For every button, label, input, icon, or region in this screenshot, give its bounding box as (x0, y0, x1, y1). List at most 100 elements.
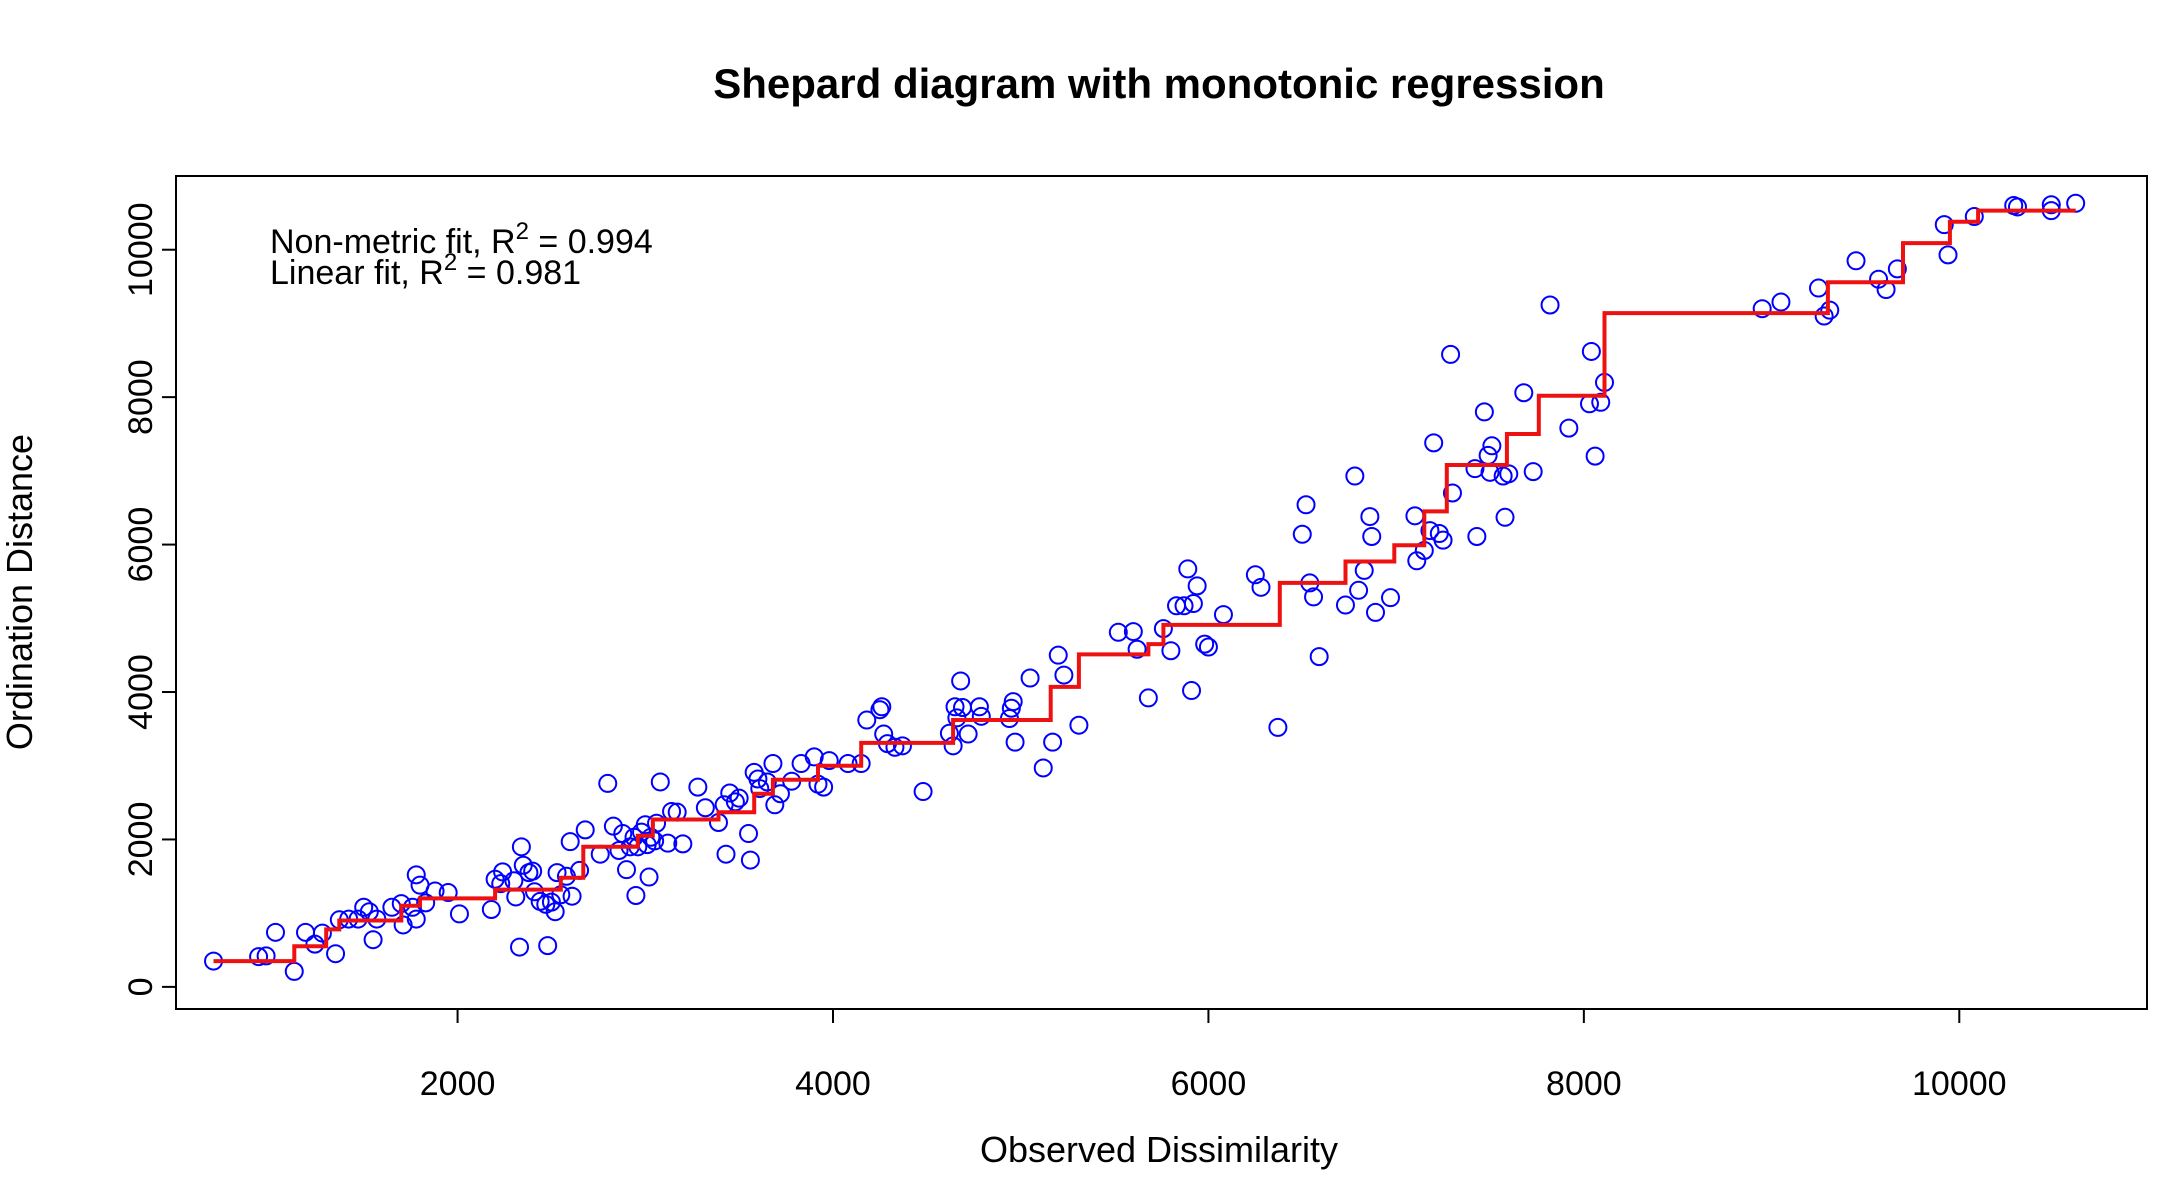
data-point (870, 700, 890, 720)
data-point (947, 708, 967, 728)
data-point (838, 754, 858, 774)
data-point (1268, 717, 1288, 737)
data-point (382, 897, 402, 917)
data-point (958, 724, 978, 744)
data-point (1362, 526, 1382, 546)
data-point (1108, 622, 1128, 642)
data-point (1349, 580, 1369, 600)
data-point (609, 841, 629, 861)
data-point (449, 904, 469, 924)
y-tick-label: 6000 (122, 507, 160, 583)
data-point (765, 795, 785, 815)
data-point (1187, 576, 1207, 596)
data-point (1499, 464, 1519, 484)
data-point (1003, 692, 1023, 712)
plot-frame (175, 175, 2148, 1010)
data-point (1251, 577, 1271, 597)
data-point (739, 824, 759, 844)
data-point (650, 772, 670, 792)
x-tick-label: 8000 (1546, 1065, 1622, 1103)
data-point (639, 867, 659, 887)
data-point (1405, 506, 1425, 526)
y-axis-label: Ordination Distance (0, 434, 40, 750)
data-point (885, 737, 905, 757)
y-tick-label: 4000 (122, 654, 160, 730)
data-point (872, 697, 892, 717)
data-point (757, 772, 777, 792)
data-point (2007, 197, 2027, 217)
data-point (1365, 602, 1385, 622)
data-point (945, 697, 965, 717)
data-point (1846, 251, 1866, 271)
data-point (1442, 483, 1462, 503)
data-point (256, 946, 276, 966)
data-point (1335, 595, 1355, 615)
x-tick-label: 2000 (420, 1065, 496, 1103)
data-point (547, 863, 567, 883)
data-point (1161, 641, 1181, 661)
data-point (971, 706, 991, 726)
chart-title: Shepard diagram with monotonic regressio… (713, 60, 1604, 107)
data-point (406, 865, 426, 885)
data-point (511, 837, 531, 857)
data-point (1752, 299, 1772, 319)
data-point (1467, 526, 1487, 546)
data-point (695, 798, 715, 818)
data-point (1005, 732, 1025, 752)
data-point (1360, 507, 1380, 527)
data-point (1304, 587, 1324, 607)
data-point (296, 922, 316, 942)
data-point (1771, 292, 1791, 312)
data-point (1809, 278, 1828, 298)
annotation-nonmetric-prefix: Non-metric fit, R (270, 223, 516, 261)
data-point (1523, 462, 1543, 482)
data-point (491, 874, 511, 894)
y-tick-label: 0 (122, 977, 160, 996)
data-point (1559, 418, 1579, 438)
y-tick-label: 10000 (122, 202, 160, 297)
data-point (791, 754, 811, 774)
data-point (438, 883, 458, 903)
data-point (1474, 402, 1494, 422)
data-point (673, 834, 693, 854)
data-point (523, 861, 543, 881)
data-point (1020, 668, 1040, 688)
data-point (729, 788, 749, 808)
data-point (575, 820, 595, 840)
x-tick-label: 4000 (795, 1065, 871, 1103)
data-point (1043, 732, 1063, 752)
data-point (1514, 383, 1534, 403)
data-point (688, 777, 708, 797)
data-point (1054, 665, 1074, 685)
data-point (538, 936, 558, 956)
data-point (598, 773, 618, 793)
data-point (284, 961, 304, 981)
annotation-linear-prefix: Linear fit, R (270, 254, 444, 292)
data-point (1292, 524, 1312, 544)
data-point (626, 885, 646, 905)
data-point (1354, 560, 1374, 580)
data-point (1887, 259, 1907, 279)
annotation-nonmetric-suffix: = 0.994 (529, 223, 653, 261)
data-point (763, 754, 783, 774)
data-point (1069, 715, 1089, 735)
data-point (658, 833, 678, 853)
data-point (562, 886, 582, 906)
data-point (1198, 637, 1218, 657)
data-point (326, 944, 346, 964)
data-point (814, 777, 834, 797)
annotation-nonmetric: Non-metric fit, R2 = 0.994 (270, 218, 653, 261)
fit-annotations: Non-metric fit, R2 = 0.994 Linear fit, R… (270, 218, 653, 292)
data-point (969, 697, 989, 717)
data-point (312, 923, 332, 943)
data-point (1123, 622, 1143, 642)
data-point (1585, 446, 1605, 466)
annotation-nonmetric-sup: 2 (516, 218, 529, 245)
data-point (1465, 459, 1485, 479)
annotation-linear-sup: 2 (444, 249, 457, 276)
annotation-linear-suffix: = 0.981 (457, 254, 581, 292)
data-point (2041, 195, 2061, 215)
data-point (1178, 559, 1198, 579)
